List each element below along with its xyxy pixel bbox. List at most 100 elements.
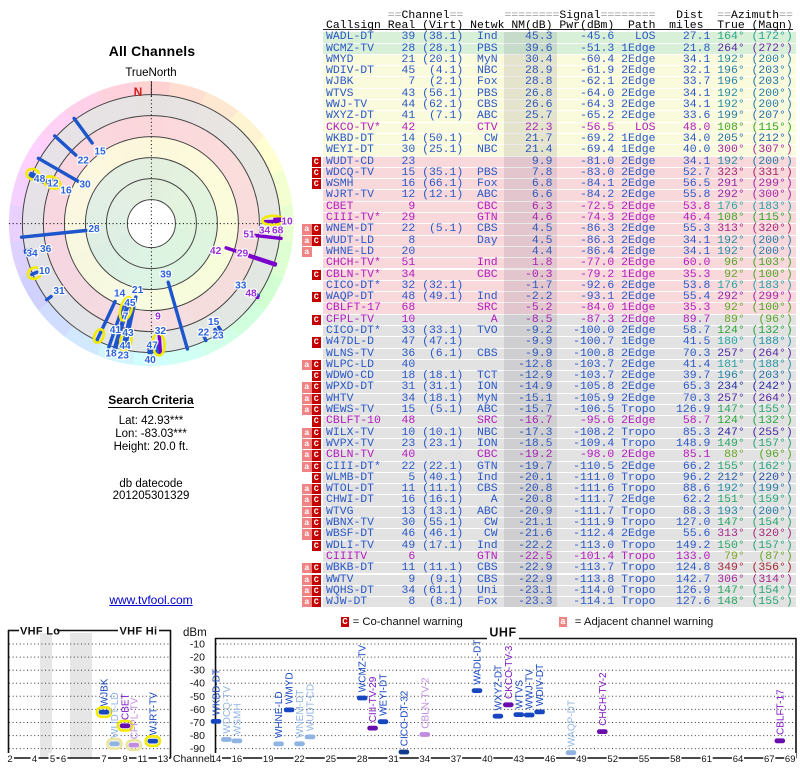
svg-text:WUDT-CD: WUDT-CD: [306, 684, 317, 731]
svg-text:44: 44: [119, 341, 131, 352]
svg-text:WADL-DT: WADL-DT: [473, 640, 484, 685]
svg-text:CKCO-TV-3: CKCO-TV-3: [504, 645, 515, 699]
svg-text:-50: -50: [190, 691, 205, 703]
svg-text:WNEM-DT: WNEM-DT: [295, 690, 306, 738]
svg-text:WKBD-DT: WKBD-DT: [212, 669, 223, 716]
svg-text:-80: -80: [190, 730, 205, 742]
svg-text:15: 15: [94, 146, 106, 157]
svg-text:WAQP-DT: WAQP-DT: [567, 700, 578, 747]
svg-text:6: 6: [61, 754, 66, 765]
svg-text:34: 34: [259, 226, 271, 237]
svg-text:22: 22: [294, 754, 305, 765]
svg-text:69: 69: [785, 754, 796, 765]
svg-text:14: 14: [211, 754, 222, 765]
svg-text:31: 31: [53, 286, 65, 297]
svg-text:dBm: dBm: [183, 627, 207, 639]
svg-text:68: 68: [272, 226, 284, 237]
svg-text:16: 16: [232, 754, 243, 765]
svg-text:VHF Hi: VHF Hi: [120, 626, 158, 638]
svg-text:13: 13: [158, 754, 169, 765]
svg-text:-10: -10: [190, 639, 205, 651]
svg-text:WDIV-DT: WDIV-DT: [535, 664, 546, 706]
svg-text:67: 67: [764, 754, 775, 765]
svg-text:30: 30: [79, 180, 91, 191]
svg-text:33: 33: [235, 281, 247, 292]
svg-text:-30: -30: [190, 665, 205, 677]
svg-text:CBLN-TV-2: CBLN-TV-2: [420, 677, 431, 729]
svg-text:CFPL-TV: CFPL-TV: [129, 697, 140, 739]
svg-text:CHCH-TV-2: CHCH-TV-2: [598, 672, 609, 726]
svg-text:28: 28: [88, 224, 100, 235]
svg-text:14: 14: [114, 289, 126, 300]
svg-text:-40: -40: [190, 678, 205, 690]
svg-text:UHF: UHF: [489, 626, 516, 640]
svg-text:16: 16: [60, 186, 72, 197]
svg-text:15: 15: [208, 317, 220, 328]
svg-text:23: 23: [118, 351, 130, 362]
svg-text:31: 31: [388, 754, 399, 765]
svg-text:41: 41: [110, 325, 122, 336]
svg-text:-90: -90: [190, 743, 205, 755]
svg-text:CBET: CBET: [121, 693, 132, 720]
svg-text:58: 58: [670, 754, 681, 765]
svg-text:VHF Lo: VHF Lo: [20, 626, 60, 638]
svg-text:7: 7: [123, 312, 129, 323]
svg-text:9: 9: [122, 754, 127, 765]
svg-text:WUDT-LD: WUDT-LD: [110, 692, 121, 738]
svg-text:43: 43: [122, 328, 134, 339]
svg-text:49: 49: [576, 754, 587, 765]
svg-text:34: 34: [26, 249, 38, 260]
svg-text:48: 48: [34, 174, 46, 185]
svg-text:10: 10: [39, 266, 51, 277]
svg-text:25: 25: [326, 754, 337, 765]
svg-text:19: 19: [263, 754, 274, 765]
svg-text:52: 52: [607, 754, 618, 765]
svg-text:WSMH: WSMH: [232, 703, 243, 735]
svg-text:WHNE-LD: WHNE-LD: [274, 691, 285, 738]
svg-text:18: 18: [105, 349, 117, 360]
svg-text:-20: -20: [190, 652, 205, 664]
svg-text:48: 48: [245, 289, 257, 300]
svg-text:WMYD: WMYD: [285, 672, 296, 704]
svg-text:64: 64: [733, 754, 744, 765]
svg-text:WEYI-DT: WEYI-DT: [379, 674, 390, 716]
svg-text:34: 34: [420, 754, 431, 765]
svg-text:12: 12: [47, 179, 59, 190]
svg-text:40: 40: [145, 355, 157, 366]
svg-text:42: 42: [210, 246, 222, 257]
svg-text:55: 55: [639, 754, 650, 765]
svg-text:28: 28: [357, 754, 368, 765]
svg-text:61: 61: [701, 754, 712, 765]
svg-text:WDCQ-TV: WDCQ-TV: [222, 686, 233, 734]
svg-text:43: 43: [514, 754, 525, 765]
svg-text:37: 37: [451, 754, 462, 765]
svg-text:45: 45: [124, 298, 136, 309]
svg-text:CIII-TV-29: CIII-TV-29: [368, 676, 379, 722]
svg-text:WCMZ-TV: WCMZ-TV: [358, 645, 369, 693]
svg-text:WXYZ-DT: WXYZ-DT: [493, 665, 504, 711]
svg-text:-70: -70: [190, 717, 205, 729]
svg-text:10: 10: [281, 216, 293, 227]
svg-text:WWJ-TV: WWJ-TV: [525, 669, 536, 709]
svg-text:11: 11: [138, 754, 148, 765]
svg-text:21: 21: [132, 285, 144, 296]
svg-text:40: 40: [482, 754, 493, 765]
svg-text:WTVS: WTVS: [514, 680, 525, 709]
svg-text:22: 22: [198, 328, 210, 339]
svg-text:47: 47: [147, 341, 159, 352]
svg-text:51: 51: [243, 230, 255, 241]
svg-text:-60: -60: [190, 704, 205, 716]
svg-text:5: 5: [50, 754, 55, 765]
svg-text:WJBK: WJBK: [100, 678, 111, 706]
svg-text:7: 7: [101, 754, 106, 765]
svg-text:39: 39: [160, 269, 172, 280]
svg-text:32: 32: [155, 326, 167, 337]
svg-text:CICO-DT-32: CICO-DT-32: [399, 690, 410, 746]
svg-text:46: 46: [545, 754, 556, 765]
svg-text:Channel: Channel: [173, 753, 212, 765]
svg-text:29: 29: [237, 249, 249, 260]
svg-text:36: 36: [40, 244, 52, 255]
svg-text:4: 4: [32, 754, 37, 765]
svg-text:2: 2: [7, 754, 12, 765]
svg-text:9: 9: [155, 312, 161, 323]
